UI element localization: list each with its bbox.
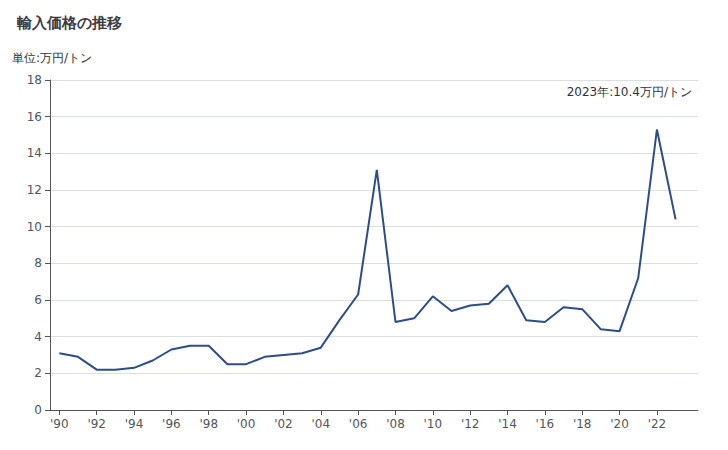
svg-text:'00: '00 <box>237 417 256 431</box>
svg-text:'08: '08 <box>386 417 405 431</box>
svg-text:14: 14 <box>27 146 42 160</box>
svg-text:'16: '16 <box>536 417 555 431</box>
svg-text:輸入価格の推移: 輸入価格の推移 <box>16 14 122 32</box>
svg-text:'98: '98 <box>199 417 218 431</box>
svg-text:2: 2 <box>34 366 42 380</box>
svg-text:4: 4 <box>34 330 42 344</box>
svg-text:'14: '14 <box>498 417 517 431</box>
svg-text:'18: '18 <box>573 417 592 431</box>
svg-text:8: 8 <box>34 256 42 270</box>
svg-text:'10: '10 <box>424 417 443 431</box>
svg-text:10: 10 <box>27 220 42 234</box>
svg-text:'12: '12 <box>461 417 480 431</box>
svg-text:'96: '96 <box>162 417 181 431</box>
svg-text:0: 0 <box>34 403 42 417</box>
svg-text:単位:万円/トン: 単位:万円/トン <box>12 51 92 65</box>
svg-text:2023年:10.4万円/トン: 2023年:10.4万円/トン <box>567 85 692 99</box>
svg-text:'94: '94 <box>125 417 144 431</box>
svg-text:18: 18 <box>27 73 42 87</box>
svg-text:12: 12 <box>27 183 42 197</box>
svg-text:'92: '92 <box>87 417 106 431</box>
svg-text:'90: '90 <box>50 417 69 431</box>
svg-text:6: 6 <box>34 293 42 307</box>
svg-text:'04: '04 <box>311 417 330 431</box>
svg-text:'02: '02 <box>274 417 293 431</box>
svg-text:'20: '20 <box>610 417 629 431</box>
svg-text:'06: '06 <box>349 417 368 431</box>
svg-text:'22: '22 <box>648 417 667 431</box>
svg-text:16: 16 <box>27 110 42 124</box>
